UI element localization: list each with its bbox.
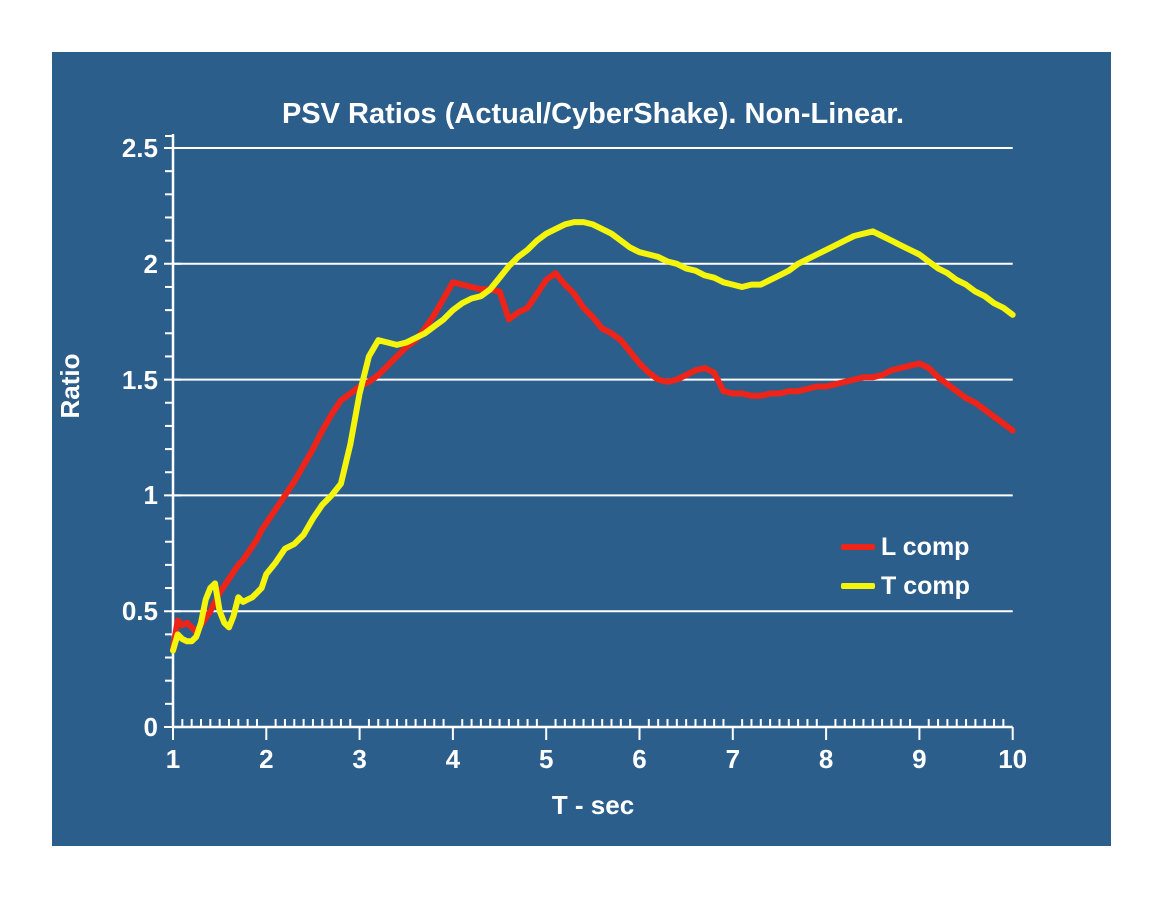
legend: L comp T comp [841, 532, 970, 610]
x-tick-label: 2 [259, 744, 274, 774]
plot-background [52, 52, 1111, 846]
x-axis-title: T - sec [551, 790, 635, 820]
legend-label: T comp [881, 572, 970, 600]
legend-item-l-comp: L comp [841, 532, 970, 562]
chart-title: PSV Ratios (Actual/CyberShake). Non-Line… [281, 98, 905, 130]
x-tick-label: 5 [538, 744, 554, 774]
y-axis-title: Ratio [55, 353, 85, 419]
series-lines [170, 219, 1016, 654]
x-tick-label: 4 [445, 744, 461, 774]
legend-swatch [841, 544, 875, 550]
x-tick-label: 1 [165, 744, 181, 774]
plot-svg [52, 52, 1111, 846]
ticks [164, 135, 1014, 740]
y-tick-label: 2.5 [121, 133, 158, 163]
x-tick-label: 8 [818, 744, 834, 774]
x-tick-label: 3 [352, 744, 367, 774]
chart-area: PSV Ratios (Actual/CyberShake). Non-Line… [52, 52, 1111, 846]
y-tick-label: 0 [143, 712, 158, 742]
x-tick-label: 9 [912, 744, 927, 774]
x-tick-label: 6 [632, 744, 647, 774]
y-tick-label: 2 [143, 248, 158, 279]
series-line-l-comp [170, 270, 1016, 652]
y-tick-label: 1.5 [121, 364, 158, 395]
x-tick-label: 7 [725, 744, 741, 774]
y-tick-label: 0.5 [121, 596, 158, 627]
x-tick-label: 10 [998, 744, 1028, 774]
y-tick-label: 1 [143, 480, 158, 511]
legend-label: L comp [881, 533, 970, 561]
series-line-t-comp [170, 219, 1016, 654]
legend-swatch [841, 583, 875, 589]
legend-item-t-comp: T comp [841, 571, 970, 601]
